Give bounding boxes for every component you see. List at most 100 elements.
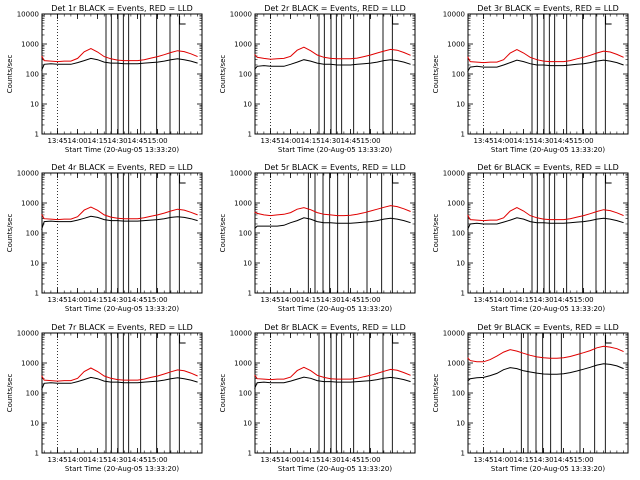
bracket-marker	[179, 335, 186, 344]
panel-det-7r: Det 7r BLACK = Events, RED = LLD 1 10 100 10…	[6, 323, 203, 473]
y-tick-label: 10	[456, 101, 465, 109]
bracket-marker	[392, 16, 399, 25]
series-line-events	[41, 215, 198, 230]
series-line-events	[467, 59, 624, 72]
x-tick-label: 15:00	[147, 296, 167, 304]
plot-frame	[467, 13, 629, 135]
chart-title: Det 1r BLACK = Events, RED = LLD	[51, 4, 193, 13]
x-axis-label: Start Time (20-Aug-05 13:33:20)	[491, 146, 605, 154]
y-tick-label: 100	[26, 390, 39, 398]
chart-title: Det 6r BLACK = Events, RED = LLD	[477, 163, 619, 172]
y-tick-label: 100	[452, 230, 465, 238]
series-line-lld	[467, 49, 624, 64]
panel-det-2r: Det 2r BLACK = Events, RED = LLD 1 10 100 10…	[219, 4, 416, 154]
y-tick-label: 10000	[230, 170, 252, 178]
series-line-lld	[254, 46, 411, 60]
x-tick-label: 13:45	[260, 456, 280, 464]
x-tick-label: 15:00	[147, 137, 167, 145]
series-line-events	[254, 376, 411, 389]
x-tick-label: 13:45	[47, 456, 67, 464]
x-tick-label: 14:45	[340, 456, 360, 464]
y-tick-label: 10	[243, 420, 252, 428]
x-axis-label: Start Time (20-Aug-05 13:33:20)	[65, 305, 179, 313]
y-tick-label: 1000	[234, 41, 252, 49]
y-axis-label: Counts/sec	[219, 55, 227, 94]
y-tick-label: 10	[30, 420, 39, 428]
x-tick-label: 15:00	[573, 296, 593, 304]
panel-det-9r: Det 9r BLACK = Events, RED = LLD 1 10 100 10…	[432, 323, 629, 473]
y-axis-label: Counts/sec	[432, 55, 440, 94]
x-tick-label: 14:30	[533, 137, 553, 145]
y-tick-label: 10	[243, 260, 252, 268]
x-tick-label: 13:45	[47, 137, 67, 145]
x-tick-label: 14:45	[553, 296, 573, 304]
x-tick-label: 14:45	[127, 137, 147, 145]
x-tick-label: 13:45	[473, 456, 493, 464]
y-tick-label: 1	[461, 450, 465, 458]
y-axis-label: Counts/sec	[219, 214, 227, 253]
plot-frame	[41, 172, 203, 294]
x-tick-label: 14:45	[340, 137, 360, 145]
x-tick-label: 14:30	[533, 456, 553, 464]
series-line-lld	[41, 48, 198, 63]
y-tick-label: 10000	[443, 330, 465, 338]
series-line-lld	[467, 345, 624, 363]
x-tick-label: 15:00	[360, 296, 380, 304]
x-tick-label: 14:15	[87, 137, 107, 145]
y-tick-label: 1000	[447, 200, 465, 208]
plot-frame	[254, 172, 416, 294]
x-axis-label: Start Time (20-Aug-05 13:33:20)	[65, 146, 179, 154]
y-tick-label: 10000	[230, 330, 252, 338]
x-tick-label: 14:00	[67, 456, 87, 464]
x-tick-label: 13:45	[260, 296, 280, 304]
plot-frame	[467, 332, 629, 454]
panel-det-8r: Det 8r BLACK = Events, RED = LLD 1 10 100 10…	[219, 323, 416, 473]
y-tick-label: 10	[30, 260, 39, 268]
chart-title: Det 7r BLACK = Events, RED = LLD	[51, 323, 193, 332]
x-tick-label: 14:15	[513, 137, 533, 145]
y-axis-label: Counts/sec	[6, 214, 14, 253]
x-tick-label: 13:45	[260, 137, 280, 145]
bracket-marker	[392, 335, 399, 344]
x-tick-label: 15:00	[573, 456, 593, 464]
y-tick-label: 1	[461, 290, 465, 298]
panel-det-5r: Det 5r BLACK = Events, RED = LLD 1 10 100 10…	[219, 163, 416, 313]
x-tick-label: 14:00	[493, 456, 513, 464]
y-tick-label: 100	[452, 71, 465, 79]
y-tick-label: 1000	[234, 360, 252, 368]
series-line-events	[254, 217, 411, 229]
x-tick-label: 13:45	[473, 296, 493, 304]
x-axis-label: Start Time (20-Aug-05 13:33:20)	[491, 305, 605, 313]
series-line-lld	[41, 206, 198, 221]
y-tick-label: 10000	[17, 330, 39, 338]
y-axis-label: Counts/sec	[432, 374, 440, 413]
x-tick-label: 14:00	[280, 456, 300, 464]
x-tick-label: 14:30	[320, 456, 340, 464]
x-axis-label: Start Time (20-Aug-05 13:33:20)	[278, 305, 392, 313]
y-tick-label: 1000	[21, 200, 39, 208]
panel-det-1r: Det 1r BLACK = Events, RED = LLD 1 10 100 10…	[6, 4, 203, 154]
chart-title: Det 5r BLACK = Events, RED = LLD	[264, 163, 406, 172]
x-tick-label: 14:00	[493, 137, 513, 145]
plot-frame	[254, 13, 416, 135]
bracket-marker	[392, 175, 399, 184]
x-tick-label: 14:30	[107, 137, 127, 145]
series-line-lld	[41, 367, 198, 382]
series-line-events	[467, 363, 624, 382]
y-tick-label: 1000	[447, 360, 465, 368]
y-tick-label: 1	[248, 450, 252, 458]
y-tick-label: 1000	[234, 200, 252, 208]
y-tick-label: 10	[456, 260, 465, 268]
x-tick-label: 14:45	[553, 137, 573, 145]
y-tick-label: 1000	[21, 360, 39, 368]
y-tick-label: 10000	[443, 170, 465, 178]
series-line-lld	[467, 207, 624, 222]
y-tick-label: 1	[35, 290, 39, 298]
y-tick-label: 10000	[443, 11, 465, 19]
x-tick-label: 14:15	[87, 296, 107, 304]
y-tick-label: 1	[248, 131, 252, 139]
bracket-marker	[605, 335, 612, 344]
x-tick-label: 14:15	[300, 456, 320, 464]
x-axis-label: Start Time (20-Aug-05 13:33:20)	[278, 146, 392, 154]
